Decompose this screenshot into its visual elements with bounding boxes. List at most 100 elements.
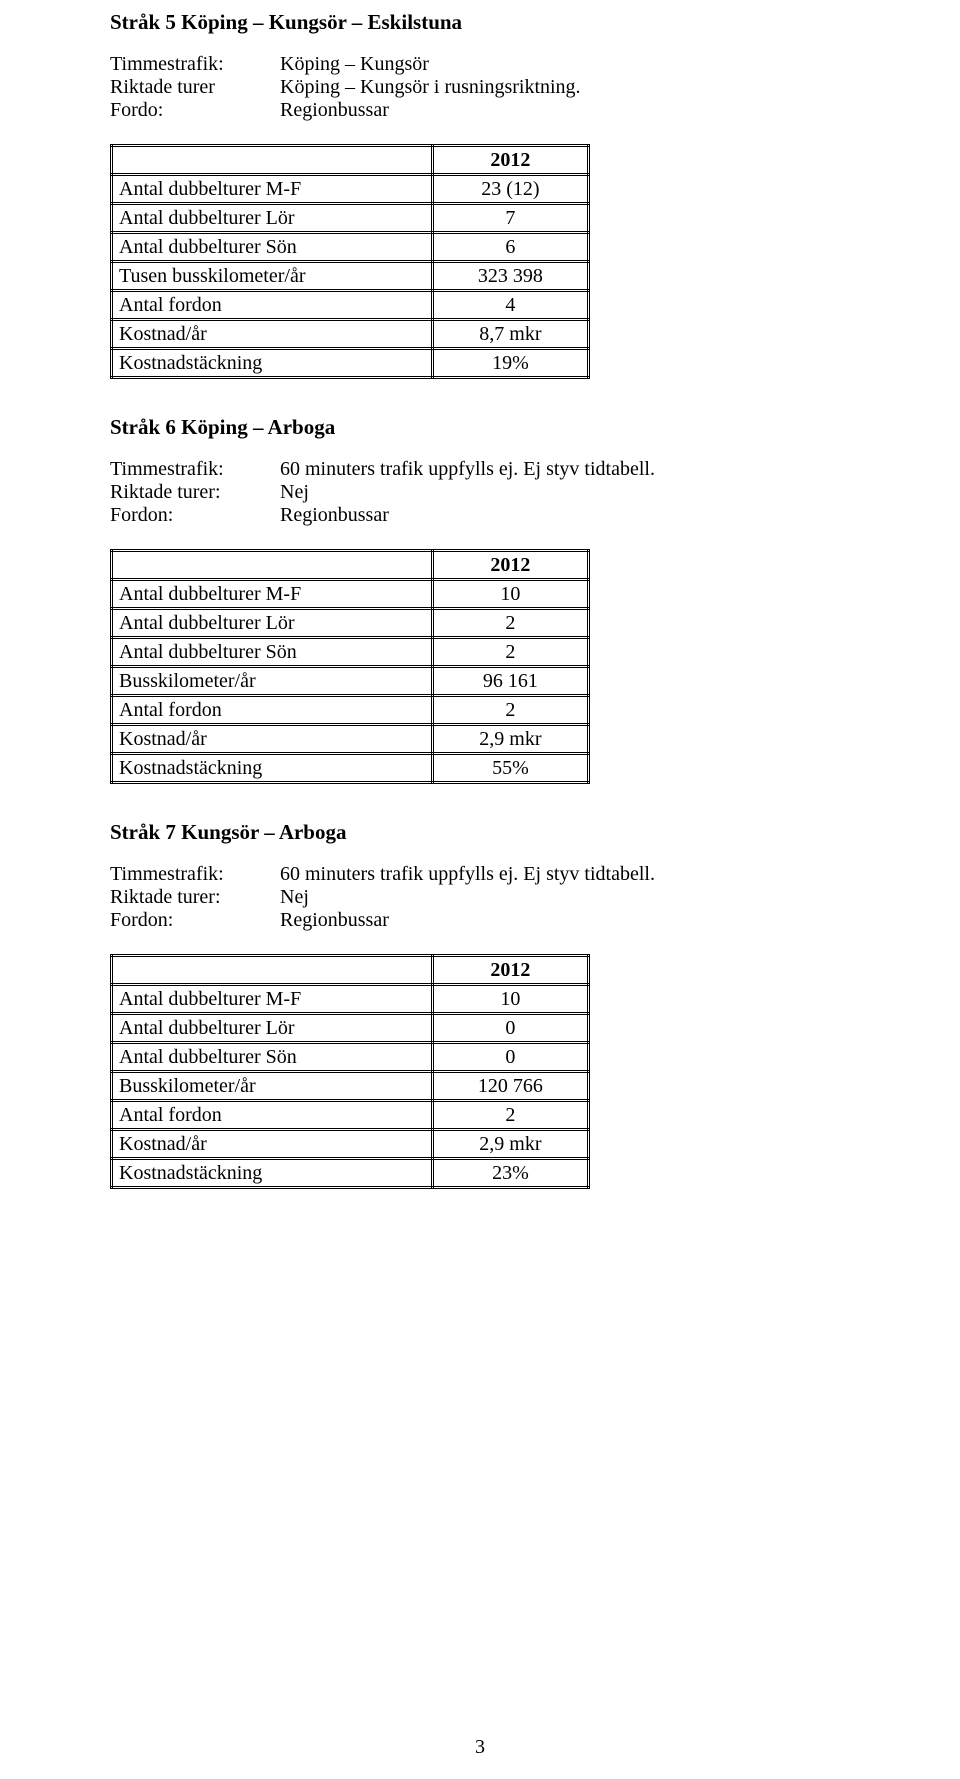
definition-row: Riktade turer: Nej (110, 886, 850, 909)
section7-definitions: Timmestrafik: 60 minuters trafik uppfyll… (110, 863, 850, 932)
table-header-row: 2012 (112, 146, 589, 175)
table-row: Tusen busskilometer/år323 398 (112, 262, 589, 291)
table-cell-label: Antal dubbelturer Sön (112, 1043, 433, 1072)
table-cell-value: 10 (432, 580, 588, 609)
definition-row: Timmestrafik: Köping – Kungsör (110, 53, 850, 76)
definition-value: Regionbussar (280, 909, 850, 932)
table-row: Kostnad/år2,9 mkr (112, 725, 589, 754)
table-cell-label: Kostnadstäckning (112, 349, 433, 378)
table-cell-label: Tusen busskilometer/år (112, 262, 433, 291)
table-cell-value: 2,9 mkr (432, 1130, 588, 1159)
section5-table: 2012 Antal dubbelturer M-F23 (12) Antal … (110, 144, 590, 379)
table-cell-label: Antal fordon (112, 291, 433, 320)
table-cell-value: 2 (432, 696, 588, 725)
table-cell-value: 323 398 (432, 262, 588, 291)
table-cell-label: Antal dubbelturer Sön (112, 638, 433, 667)
table-cell-value: 10 (432, 985, 588, 1014)
table-cell-value: 2 (432, 609, 588, 638)
section6-heading: Stråk 6 Köping – Arboga (110, 415, 850, 440)
table-cell-label: Antal dubbelturer M-F (112, 580, 433, 609)
table-row: Busskilometer/år120 766 (112, 1072, 589, 1101)
table-cell-value: 19% (432, 349, 588, 378)
table-row: Antal dubbelturer Lör0 (112, 1014, 589, 1043)
table-cell-label: Antal fordon (112, 1101, 433, 1130)
table-year-header: 2012 (432, 146, 588, 175)
table-cell-label: Antal fordon (112, 696, 433, 725)
definition-row: Timmestrafik: 60 minuters trafik uppfyll… (110, 458, 850, 481)
table-cell-label: Kostnad/år (112, 1130, 433, 1159)
section5-heading: Stråk 5 Köping – Kungsör – Eskilstuna (110, 10, 850, 35)
table-row: Kostnadstäckning55% (112, 754, 589, 783)
table-row: Busskilometer/år96 161 (112, 667, 589, 696)
definition-row: Riktade turer: Nej (110, 481, 850, 504)
table-row: Antal fordon4 (112, 291, 589, 320)
section6-definitions: Timmestrafik: 60 minuters trafik uppfyll… (110, 458, 850, 527)
definition-label: Riktade turer: (110, 886, 280, 909)
table-cell-label: Antal dubbelturer Lör (112, 204, 433, 233)
definition-value: 60 minuters trafik uppfylls ej. Ej styv … (280, 458, 850, 481)
table-cell-value: 2,9 mkr (432, 725, 588, 754)
table-cell-label: Kostnadstäckning (112, 1159, 433, 1188)
definition-label: Fordo: (110, 99, 280, 122)
definition-label: Timmestrafik: (110, 863, 280, 886)
section7-table: 2012 Antal dubbelturer M-F10 Antal dubbe… (110, 954, 590, 1189)
table-cell-label: Antal dubbelturer Lör (112, 609, 433, 638)
section5-definitions: Timmestrafik: Köping – Kungsör Riktade t… (110, 53, 850, 122)
definition-value: Köping – Kungsör i rusningsriktning. (280, 76, 850, 99)
table-year-header: 2012 (432, 956, 588, 985)
table-cell-label: Kostnad/år (112, 320, 433, 349)
definition-row: Riktade turer Köping – Kungsör i rusning… (110, 76, 850, 99)
section6-table: 2012 Antal dubbelturer M-F10 Antal dubbe… (110, 549, 590, 784)
definition-label: Timmestrafik: (110, 458, 280, 481)
table-cell-value: 7 (432, 204, 588, 233)
table-row: Antal dubbelturer M-F10 (112, 580, 589, 609)
definition-value: Regionbussar (280, 99, 850, 122)
table-cell-label: Antal dubbelturer Sön (112, 233, 433, 262)
table-row: Kostnadstäckning23% (112, 1159, 589, 1188)
table-row: Antal dubbelturer Sön6 (112, 233, 589, 262)
table-cell-label: Antal dubbelturer Lör (112, 1014, 433, 1043)
definition-label: Fordon: (110, 504, 280, 527)
table-cell-value: 96 161 (432, 667, 588, 696)
definition-row: Timmestrafik: 60 minuters trafik uppfyll… (110, 863, 850, 886)
definition-value: 60 minuters trafik uppfylls ej. Ej styv … (280, 863, 850, 886)
table-row: Antal dubbelturer Lör7 (112, 204, 589, 233)
table-cell-value: 23 (12) (432, 175, 588, 204)
table-row: Antal dubbelturer Sön0 (112, 1043, 589, 1072)
table-cell-label: Busskilometer/år (112, 1072, 433, 1101)
table-cell-label: Kostnadstäckning (112, 754, 433, 783)
table-cell-value: 4 (432, 291, 588, 320)
table-cell-value: 0 (432, 1014, 588, 1043)
table-cell-label: Busskilometer/år (112, 667, 433, 696)
table-cell-value: 23% (432, 1159, 588, 1188)
document-page: Stråk 5 Köping – Kungsör – Eskilstuna Ti… (0, 0, 960, 1779)
definition-label: Riktade turer: (110, 481, 280, 504)
table-row: Antal dubbelturer Sön2 (112, 638, 589, 667)
definition-label: Timmestrafik: (110, 53, 280, 76)
section7-heading: Stråk 7 Kungsör – Arboga (110, 820, 850, 845)
table-row: Antal dubbelturer M-F10 (112, 985, 589, 1014)
table-year-header: 2012 (432, 551, 588, 580)
definition-label: Fordon: (110, 909, 280, 932)
table-empty-cell (112, 146, 433, 175)
definition-row: Fordon: Regionbussar (110, 504, 850, 527)
table-cell-label: Antal dubbelturer M-F (112, 985, 433, 1014)
table-cell-value: 0 (432, 1043, 588, 1072)
table-empty-cell (112, 551, 433, 580)
table-header-row: 2012 (112, 551, 589, 580)
definition-row: Fordo: Regionbussar (110, 99, 850, 122)
table-row: Kostnad/år2,9 mkr (112, 1130, 589, 1159)
definition-value: Regionbussar (280, 504, 850, 527)
table-cell-value: 120 766 (432, 1072, 588, 1101)
table-header-row: 2012 (112, 956, 589, 985)
table-row: Antal dubbelturer M-F23 (12) (112, 175, 589, 204)
definition-value: Nej (280, 481, 850, 504)
definition-row: Fordon: Regionbussar (110, 909, 850, 932)
definition-label: Riktade turer (110, 76, 280, 99)
table-cell-value: 55% (432, 754, 588, 783)
table-cell-value: 8,7 mkr (432, 320, 588, 349)
table-row: Kostnadstäckning19% (112, 349, 589, 378)
table-empty-cell (112, 956, 433, 985)
table-cell-value: 2 (432, 638, 588, 667)
table-cell-value: 6 (432, 233, 588, 262)
